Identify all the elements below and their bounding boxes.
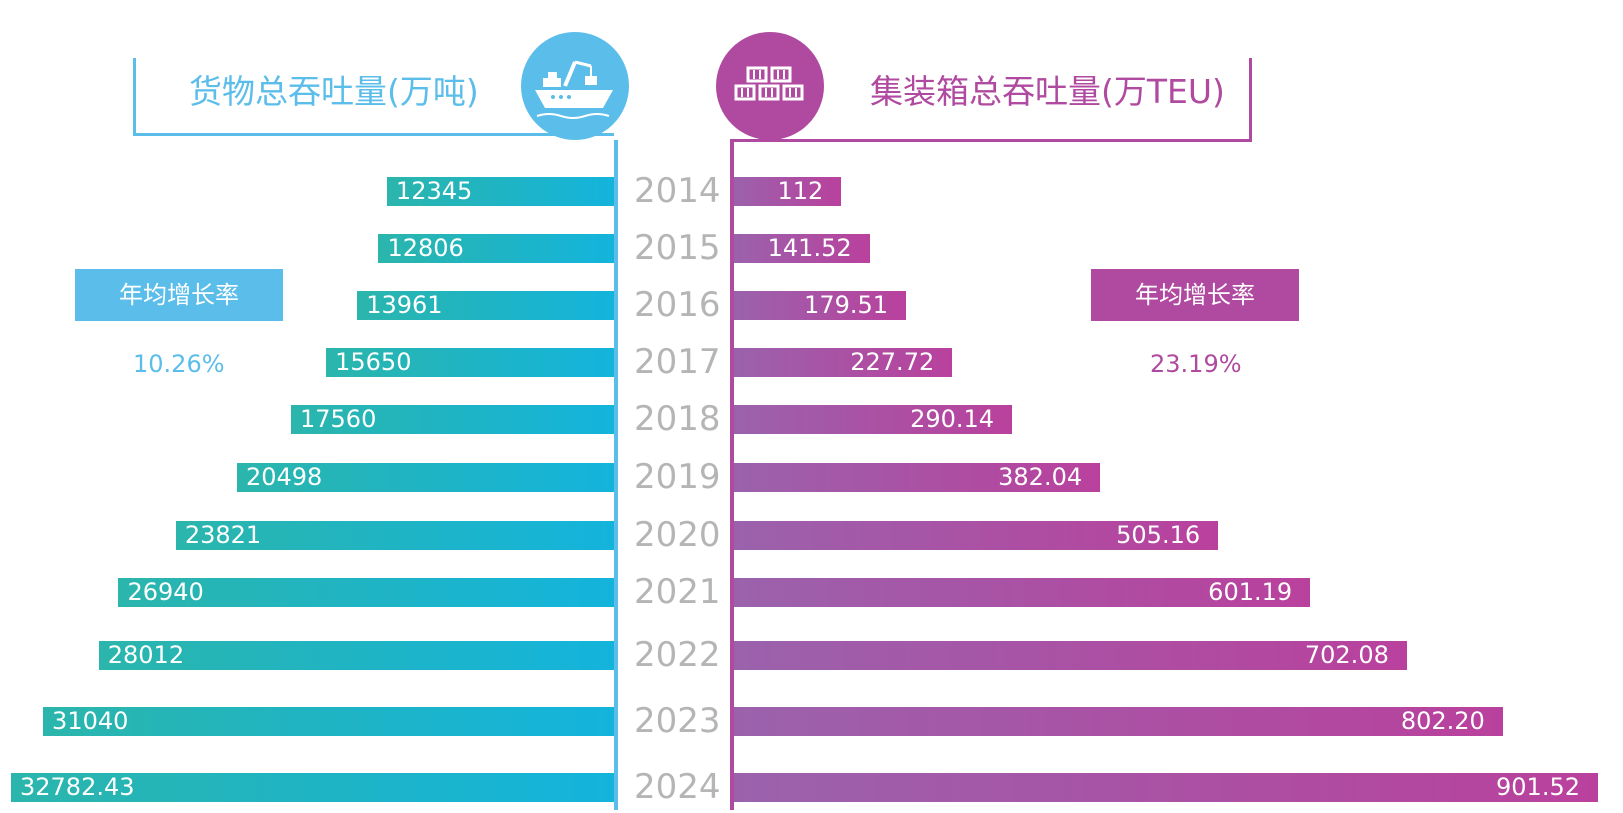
container-bar-value: 802.20	[1400, 707, 1485, 735]
container-bar-value: 505.16	[1116, 521, 1201, 549]
cargo-bar-2014: 12345	[386, 177, 614, 206]
year-label-2022: 2022	[634, 635, 721, 675]
year-label-2023: 2023	[634, 701, 721, 741]
cargo-title: 货物总吞吐量(万吨)	[189, 72, 479, 111]
container-bar-2015: 141.52	[734, 234, 870, 263]
cargo-bar-value: 20498	[245, 463, 323, 491]
cargo-bar-2021: 26940	[118, 578, 614, 607]
cargo-bar-2016: 13961	[357, 291, 614, 320]
container-bar-2018: 290.14	[734, 405, 1013, 434]
container-bar-2022: 702.08	[734, 641, 1407, 670]
year-label-2017: 2017	[634, 342, 721, 382]
container-bar-value: 601.19	[1208, 578, 1293, 606]
container-growth-rate-label: 年均增长率	[1091, 269, 1299, 321]
cargo-bar-2020: 23821	[175, 521, 614, 550]
containers-icon	[716, 32, 824, 140]
cargo-bar-2022: 28012	[98, 641, 614, 670]
container-bar-value: 227.72	[850, 348, 935, 376]
cargo-bar-value: 17560	[300, 405, 377, 433]
year-label-2015: 2015	[634, 228, 721, 268]
year-label-2021: 2021	[634, 572, 721, 612]
container-bar-value: 179.51	[804, 291, 889, 319]
container-bar-2019: 382.04	[734, 463, 1101, 492]
year-label-2016: 2016	[634, 285, 721, 325]
cargo-bar-2024: 32782.43	[11, 773, 614, 802]
cargo-bar-value: 15650	[335, 348, 412, 376]
container-bar-2017: 227.72	[734, 348, 953, 377]
cargo-bar-2015: 12806	[378, 234, 614, 263]
container-bar-value: 702.08	[1304, 641, 1389, 669]
container-bar-value: 112	[777, 177, 824, 205]
container-bar-2014: 112	[734, 177, 842, 206]
container-bar-value: 290.14	[910, 405, 995, 433]
cargo-bar-2017: 15650	[326, 348, 614, 377]
cargo-growth-rate-value: 10.26%	[133, 350, 225, 378]
year-label-2020: 2020	[634, 515, 721, 555]
cargo-bar-2018: 17560	[291, 405, 614, 434]
container-axis-line	[730, 140, 734, 810]
cargo-bar-value: 31040	[52, 707, 129, 735]
ship-icon	[521, 32, 629, 140]
container-growth-rate-value: 23.19%	[1150, 350, 1242, 378]
cargo-bar-value: 23821	[184, 521, 262, 549]
container-bar-2023: 802.20	[734, 707, 1503, 736]
cargo-bar-value: 12806	[387, 234, 464, 262]
cargo-bar-value: 32782.43	[20, 773, 135, 801]
container-header-bracket	[730, 58, 1252, 142]
container-bar-value: 901.52	[1496, 773, 1580, 801]
cargo-growth-rate-label: 年均增长率	[75, 269, 283, 321]
year-label-2019: 2019	[634, 457, 721, 497]
container-bar-2021: 601.19	[734, 578, 1311, 607]
cargo-bar-2023: 31040	[43, 707, 614, 736]
container-bar-2020: 505.16	[734, 521, 1219, 550]
cargo-bar-value: 26940	[127, 578, 204, 606]
cargo-header-bracket	[133, 58, 614, 136]
container-bar-value: 141.52	[767, 234, 852, 262]
container-bar-value: 382.04	[998, 463, 1083, 491]
cargo-bar-value: 13961	[366, 291, 443, 319]
year-label-2014: 2014	[634, 171, 721, 211]
cargo-bar-value: 12345	[395, 177, 473, 205]
year-label-2024: 2024	[634, 767, 721, 807]
cargo-axis-line	[614, 140, 618, 810]
year-label-2018: 2018	[634, 399, 721, 439]
container-bar-2016: 179.51	[734, 291, 907, 320]
container-bar-2024: 901.52	[734, 773, 1598, 802]
cargo-bar-2019: 20498	[236, 463, 614, 492]
cargo-bar-value: 28012	[107, 641, 185, 669]
container-title: 集装箱总吞吐量(万TEU)	[870, 72, 1225, 111]
